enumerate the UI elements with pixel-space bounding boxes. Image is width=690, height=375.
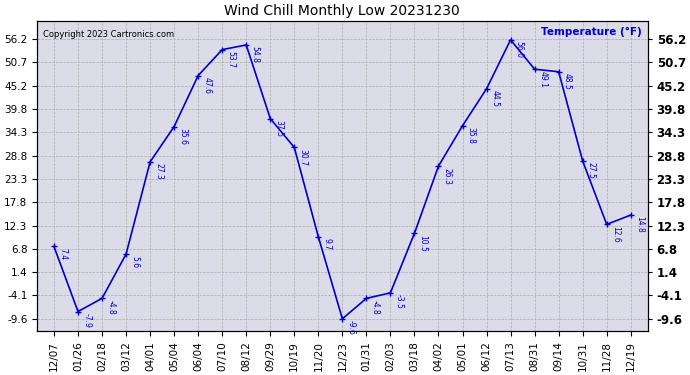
Text: 5.6: 5.6 [130, 255, 139, 268]
Text: 12.6: 12.6 [611, 226, 620, 243]
Text: 10.5: 10.5 [419, 235, 428, 252]
Text: 7.4: 7.4 [58, 248, 67, 260]
Text: 35.6: 35.6 [178, 128, 187, 145]
Text: 27.5: 27.5 [586, 162, 596, 179]
Text: 56.0: 56.0 [515, 41, 524, 58]
Text: 48.5: 48.5 [563, 73, 572, 90]
Text: 14.8: 14.8 [635, 216, 644, 233]
Text: 44.5: 44.5 [491, 90, 500, 107]
Text: -3.5: -3.5 [395, 294, 404, 309]
Text: -7.9: -7.9 [82, 313, 91, 328]
Text: 9.7: 9.7 [322, 238, 331, 250]
Text: 35.8: 35.8 [466, 127, 475, 144]
Title: Wind Chill Monthly Low 20231230: Wind Chill Monthly Low 20231230 [224, 4, 460, 18]
Text: Copyright 2023 Cartronics.com: Copyright 2023 Cartronics.com [43, 30, 175, 39]
Text: 27.3: 27.3 [155, 163, 164, 180]
Text: 26.3: 26.3 [443, 168, 452, 184]
Text: Temperature (°F): Temperature (°F) [541, 27, 642, 37]
Text: -9.6: -9.6 [346, 320, 355, 335]
Text: 49.1: 49.1 [539, 70, 548, 87]
Text: 47.6: 47.6 [202, 77, 211, 94]
Text: -4.8: -4.8 [106, 300, 115, 315]
Text: 53.7: 53.7 [226, 51, 235, 68]
Text: 30.7: 30.7 [299, 149, 308, 166]
Text: 54.8: 54.8 [250, 46, 259, 63]
Text: -4.8: -4.8 [371, 300, 380, 315]
Text: 37.5: 37.5 [275, 120, 284, 137]
